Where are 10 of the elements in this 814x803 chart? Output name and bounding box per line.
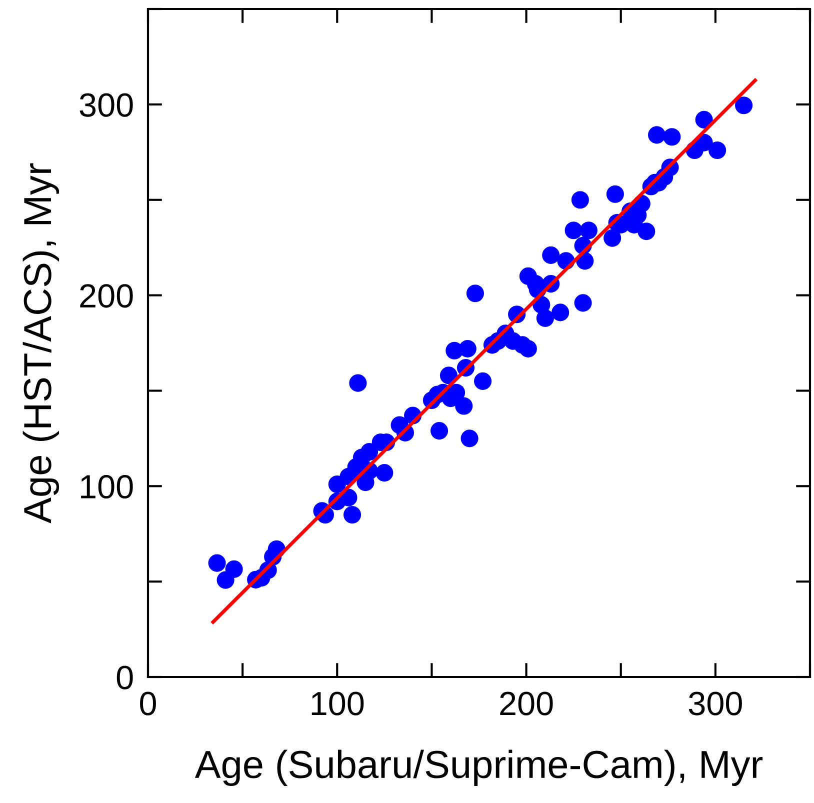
- y-tick-label: 0: [116, 666, 133, 690]
- x-tick-label: 300: [688, 692, 742, 716]
- x-tick-label: 100: [312, 692, 364, 716]
- y-tick-label: 300: [80, 93, 133, 117]
- x-tick-label: 0: [140, 692, 156, 716]
- y-axis-title: Age (HST/ACS), Myr: [22, 163, 60, 524]
- y-tick-label: 200: [80, 284, 133, 308]
- y-tick-label: 100: [81, 474, 133, 499]
- x-tick-label: 200: [500, 692, 553, 716]
- x-axis-title: Age (Subaru/Suprime-Cam), Myr: [194, 750, 763, 786]
